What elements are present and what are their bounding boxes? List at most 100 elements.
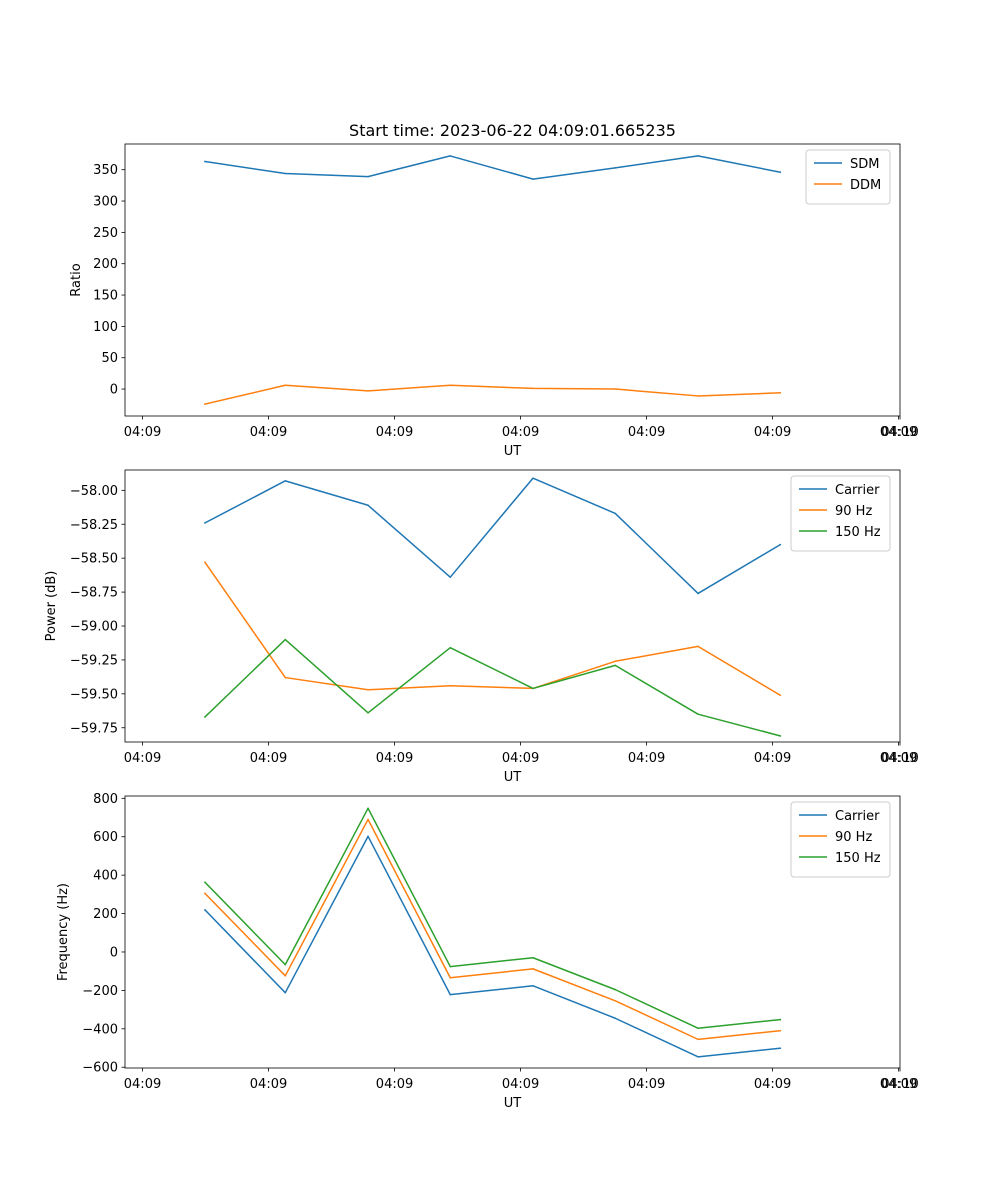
data-point: [204, 561, 206, 563]
data-point: [449, 155, 452, 157]
data-point: [779, 735, 782, 737]
data-point: [204, 716, 206, 718]
plot-frame: [124, 469, 901, 743]
series-line-2: [203, 818, 782, 1041]
x-tick-label: 04:09: [502, 751, 539, 766]
y-tick-label: 350: [93, 163, 118, 178]
y-tick-label: −58.75: [70, 586, 118, 601]
x-tick-label: 04:09: [124, 751, 161, 766]
y-tick-label: 0: [110, 383, 118, 398]
series-line-3: [203, 638, 782, 737]
data-point: [779, 392, 782, 394]
y-tick-label: 400: [93, 869, 118, 884]
data-point: [284, 975, 287, 977]
data-point: [284, 480, 287, 482]
data-point: [284, 638, 287, 641]
y-tick-label: −400: [82, 1022, 118, 1037]
data-point: [779, 1047, 782, 1049]
data-point: [697, 395, 699, 397]
x-axis-label: UT: [504, 770, 522, 785]
x-tick-label: 04:09: [250, 1077, 287, 1092]
x-axis-label: UT: [504, 1096, 522, 1111]
x-tick-label: 04:10: [881, 1077, 918, 1092]
y-tick-label: −58.50: [70, 552, 118, 567]
y-tick-label: 600: [93, 830, 118, 845]
x-tick-label: 04:10: [881, 751, 918, 766]
legend-label: Carrier: [835, 483, 880, 498]
data-point: [204, 522, 206, 524]
data-point: [614, 1000, 617, 1002]
data-point: [367, 818, 369, 821]
data-point: [367, 390, 369, 392]
x-tick-label: 04:09: [628, 751, 665, 766]
data-point: [449, 976, 452, 979]
x-tick-label: 04:09: [880, 1077, 917, 1092]
data-point: [367, 175, 369, 178]
data-point: [367, 835, 369, 838]
data-point: [367, 689, 369, 691]
data-point: [284, 963, 287, 966]
data-point: [449, 646, 452, 649]
plot-frame: [124, 795, 901, 1069]
x-tick-label: 04:09: [880, 425, 917, 440]
x-tick-label: 04:09: [754, 1077, 791, 1092]
legend-label: Carrier: [835, 809, 880, 824]
legend-box: [790, 475, 891, 552]
x-tick-label: 04:09: [124, 425, 161, 440]
y-tick-label: 200: [93, 257, 118, 272]
legend-label: 150 Hz: [835, 851, 881, 866]
data-point: [204, 881, 206, 883]
data-point: [697, 1027, 699, 1029]
data-point: [614, 512, 617, 515]
data-point: [284, 172, 287, 175]
data-point: [284, 676, 287, 679]
figure-title: Start time: 2023-06-22 04:09:01.665235: [349, 121, 676, 140]
data-point: [449, 684, 452, 687]
data-point: [697, 592, 699, 595]
data-point: [697, 155, 699, 157]
data-point: [779, 1018, 782, 1021]
chart-panel-2: −59.75 −59.50 −59.25 −59.00 −58.75 −58.50 −58.…: [44, 469, 919, 785]
series-line-1: [204, 155, 782, 180]
data-point: [779, 694, 782, 696]
x-tick-label: 04:09: [502, 425, 539, 440]
data-point: [204, 160, 206, 163]
x-tick-label: 04:09: [376, 425, 413, 440]
x-tick-label: 04:09: [754, 751, 791, 766]
y-tick-label: −59.75: [70, 721, 118, 736]
y-axis-label: Power (dB): [44, 571, 59, 642]
data-point: [204, 909, 206, 911]
series-line-1: [203, 477, 782, 595]
x-axis-label: UT: [504, 444, 522, 459]
y-tick-label: −59.50: [70, 687, 118, 702]
legend-label: DDM: [850, 178, 881, 193]
x-tick-label: 04:09: [250, 751, 287, 766]
x-tick-label: 04:09: [754, 425, 791, 440]
x-tick-label: 04:09: [628, 1077, 665, 1092]
data-point: [614, 388, 617, 390]
plot-frame: [124, 143, 901, 417]
data-point: [284, 991, 287, 994]
data-point: [204, 892, 206, 895]
y-axis-label: Frequency (Hz): [56, 883, 71, 981]
x-tick-label: 04:09: [628, 425, 665, 440]
data-point: [532, 178, 534, 180]
data-point: [614, 988, 617, 991]
legend: Carrier 90 Hz 150 Hz: [790, 801, 891, 878]
y-tick-label: 50: [101, 351, 118, 366]
data-point: [697, 1038, 699, 1041]
data-point: [697, 1056, 699, 1058]
data-point: [614, 660, 617, 663]
legend-label: 150 Hz: [835, 525, 881, 540]
legend-label: SDM: [850, 157, 879, 172]
data-point: [449, 576, 452, 578]
data-point: [779, 543, 782, 546]
data-point: [449, 993, 452, 996]
y-tick-label: 800: [93, 792, 118, 807]
data-point: [697, 713, 699, 715]
data-point: [532, 956, 534, 959]
legend-box: [790, 801, 891, 878]
y-tick-label: −200: [82, 984, 118, 999]
